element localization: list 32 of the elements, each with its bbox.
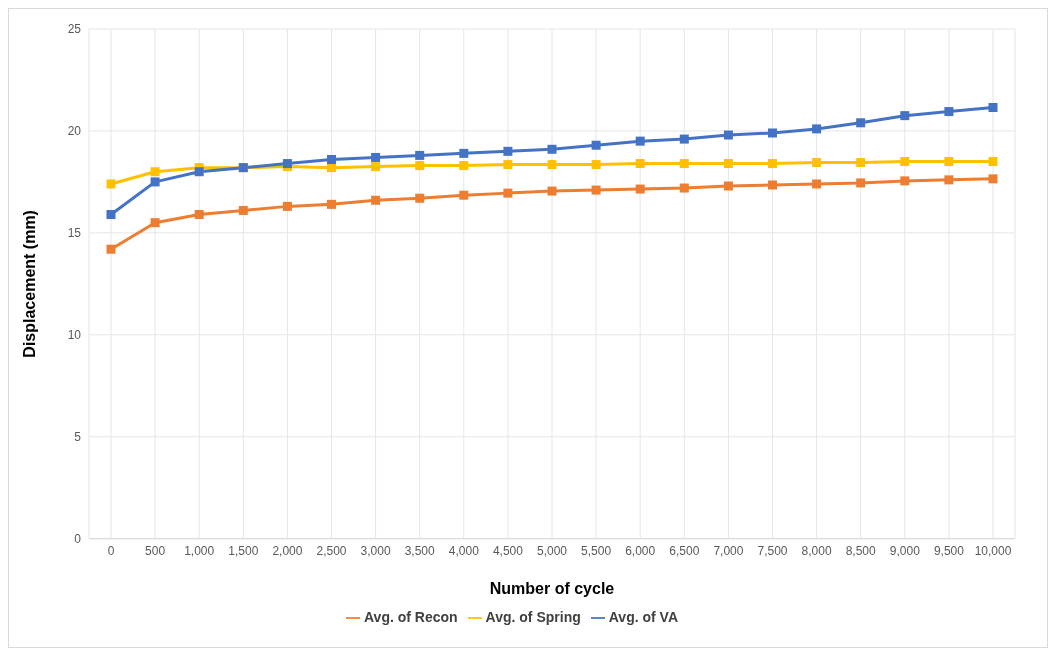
x-tick-label: 4,500 xyxy=(492,544,524,559)
x-tick-label: 1,000 xyxy=(184,544,215,559)
y-tick-label: 10 xyxy=(67,328,82,343)
legend-label: Avg. of VA xyxy=(608,608,678,625)
x-tick-label: 8,500 xyxy=(845,544,877,559)
legend-label: Avg. of Recon xyxy=(364,608,458,625)
x-tick-label: 3,000 xyxy=(360,544,391,559)
x-tick-label: 4,000 xyxy=(448,544,480,559)
x-tick-label: 8,000 xyxy=(801,544,832,559)
x-tick-label: 0 xyxy=(107,544,115,559)
x-tick-label: 5,000 xyxy=(536,544,568,559)
x-tick-label: 1,500 xyxy=(228,544,259,559)
x-tick-label: 6,000 xyxy=(625,544,656,559)
x-tick-label: 9,500 xyxy=(933,544,965,559)
x-tick-label: 6,500 xyxy=(669,544,700,559)
legend-label: Avg. of Spring xyxy=(485,608,581,625)
y-tick-label: 20 xyxy=(67,124,82,139)
x-tick-label: 7,000 xyxy=(713,544,744,559)
x-tick-label: 7,500 xyxy=(757,544,788,559)
y-tick-label: 0 xyxy=(74,531,82,546)
y-tick-label: 15 xyxy=(67,226,82,241)
x-axis-title: Number of cycle xyxy=(489,579,615,597)
x-tick-label: 500 xyxy=(145,544,166,559)
y-tick-label: 5 xyxy=(74,430,82,445)
y-tick-label: 25 xyxy=(67,22,82,37)
x-tick-label: 3,500 xyxy=(404,544,436,559)
x-tick-label: 5,500 xyxy=(581,544,612,559)
x-tick-label: 2,500 xyxy=(316,544,347,559)
y-axis-title: Displacement (mm) xyxy=(20,210,38,358)
x-tick-label: 2,000 xyxy=(272,544,303,559)
x-tick-label: 9,000 xyxy=(889,544,921,559)
x-tick-label: 10,000 xyxy=(974,544,1012,559)
